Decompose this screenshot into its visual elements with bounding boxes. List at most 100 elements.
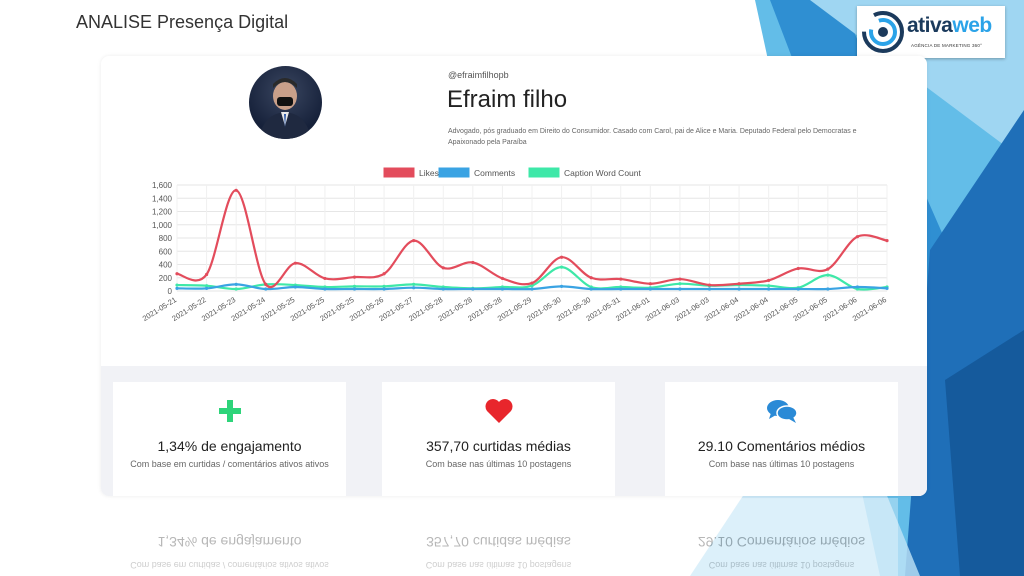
- data-point: [589, 287, 593, 291]
- data-point: [737, 287, 741, 291]
- data-point: [352, 287, 357, 291]
- data-point: [767, 278, 771, 282]
- data-point: [471, 260, 475, 265]
- instagram-profile-card: @efraimfilhopb Efraim filho Advogado, pó…: [101, 56, 927, 496]
- stats-reflection: 1,34% de engajamento Com base em curtida…: [101, 498, 927, 576]
- data-point: [264, 282, 268, 286]
- data-point: [175, 283, 179, 287]
- data-point: [412, 286, 416, 290]
- data-point: [559, 284, 564, 288]
- data-point: [530, 281, 534, 285]
- data-point: [204, 272, 209, 277]
- stat-title: 1,34% de engajamento: [157, 438, 302, 454]
- y-tick-label: 1,200: [152, 208, 173, 217]
- engagement-line-chart: 02004006008001,0001,2001,4001,6002021-05…: [141, 167, 889, 323]
- x-tick-label: 2021-06-06: [851, 295, 888, 323]
- stat-card-likes: 357,70 curtidas médias Com base nas últi…: [382, 382, 615, 496]
- reflection-subtitle: Com base em curtidas / comentários ativo…: [130, 560, 329, 570]
- slide-title: ANALISE Presença Digital: [76, 12, 289, 32]
- data-point: [648, 282, 652, 286]
- logo-tagline: AGÊNCIA DE MARKETING 360°: [911, 43, 983, 48]
- data-point: [352, 275, 357, 279]
- data-point: [767, 287, 771, 291]
- data-point: [885, 286, 889, 290]
- data-point: [293, 285, 297, 289]
- profile-name: Efraim filho: [447, 86, 568, 113]
- data-point: [826, 287, 830, 291]
- reflection-title: 29.10 Comentários médios: [697, 534, 866, 550]
- logo-mark-icon: [862, 11, 904, 53]
- data-point: [204, 286, 209, 290]
- y-tick-label: 1,000: [152, 221, 173, 230]
- data-point: [175, 286, 179, 290]
- data-point: [530, 284, 534, 288]
- y-tick-label: 1,400: [152, 194, 173, 203]
- y-tick-label: 400: [159, 261, 173, 270]
- stat-subtitle: Com base nas últimas 10 postagens: [425, 459, 572, 469]
- legend-label: Likes: [419, 168, 439, 178]
- reflection-title: 1,34% de engajamento: [157, 534, 302, 550]
- legend-label: Comments: [474, 168, 515, 178]
- data-point: [826, 273, 830, 277]
- stat-card-engagement: 1,34% de engajamento Com base em curtida…: [113, 382, 346, 496]
- person-photo-icon: [259, 78, 311, 139]
- stat-title: 29.10 Comentários médios: [697, 438, 866, 454]
- data-point: [559, 265, 564, 269]
- data-point: [352, 284, 357, 288]
- data-point: [796, 287, 800, 291]
- data-point: [175, 272, 179, 276]
- profile-avatar: [249, 66, 322, 139]
- profile-handle: @efraimfilhopb: [448, 70, 509, 80]
- data-point: [559, 255, 564, 259]
- data-point: [707, 283, 712, 287]
- comments-icon: [665, 398, 898, 431]
- y-tick-label: 600: [159, 247, 173, 256]
- stat-subtitle: Com base nas últimas 10 postagens: [708, 459, 855, 469]
- data-point: [471, 287, 475, 291]
- data-point: [589, 276, 593, 280]
- data-point: [234, 282, 238, 286]
- legend-swatch: [528, 167, 560, 178]
- data-point: [441, 287, 445, 291]
- data-point: [796, 266, 800, 271]
- reflection-stat-engagement: 1,34% de engajamento Com base em curtida…: [113, 498, 346, 576]
- data-point: [619, 277, 623, 281]
- data-point: [678, 277, 682, 281]
- data-point: [264, 287, 268, 291]
- data-point: [855, 235, 860, 239]
- logo-wordmark: ativaweb: [907, 14, 992, 37]
- data-point: [382, 272, 386, 276]
- legend-swatch: [383, 167, 415, 178]
- data-point: [678, 282, 682, 286]
- data-point: [707, 287, 712, 291]
- data-point: [737, 282, 741, 286]
- legend-swatch: [438, 167, 470, 178]
- reflection-stat-likes: 357,70 curtidas médias Com base nas últi…: [382, 498, 615, 576]
- data-point: [530, 287, 534, 291]
- data-point: [382, 287, 386, 291]
- data-point: [382, 284, 386, 288]
- stat-card-comments: 29.10 Comentários médios Com base nas úl…: [665, 382, 898, 496]
- data-point: [648, 287, 652, 291]
- stat-title: 357,70 curtidas médias: [426, 438, 571, 454]
- ativaweb-logo: ativaweb AGÊNCIA DE MARKETING 360°: [857, 6, 1005, 58]
- reflection-subtitle: Com base nas últimas 10 postagens: [425, 560, 572, 570]
- data-point: [204, 284, 209, 288]
- plus-icon: [113, 398, 346, 431]
- data-point: [412, 239, 416, 243]
- y-tick-label: 0: [168, 287, 173, 296]
- data-point: [412, 282, 416, 286]
- data-point: [234, 188, 238, 192]
- data-point: [500, 287, 505, 291]
- data-point: [678, 287, 682, 291]
- data-point: [767, 284, 771, 288]
- reflection-subtitle: Com base nas últimas 10 postagens: [708, 560, 855, 570]
- stat-subtitle: Com base em curtidas / comentários ativo…: [130, 459, 329, 469]
- profile-bio: Advogado, pós graduado em Direito do Con…: [448, 128, 857, 146]
- y-tick-label: 800: [159, 234, 173, 243]
- y-tick-label: 200: [159, 274, 173, 283]
- data-point: [323, 276, 327, 281]
- data-point: [234, 287, 238, 291]
- heart-icon: [382, 398, 615, 431]
- data-point: [441, 266, 445, 270]
